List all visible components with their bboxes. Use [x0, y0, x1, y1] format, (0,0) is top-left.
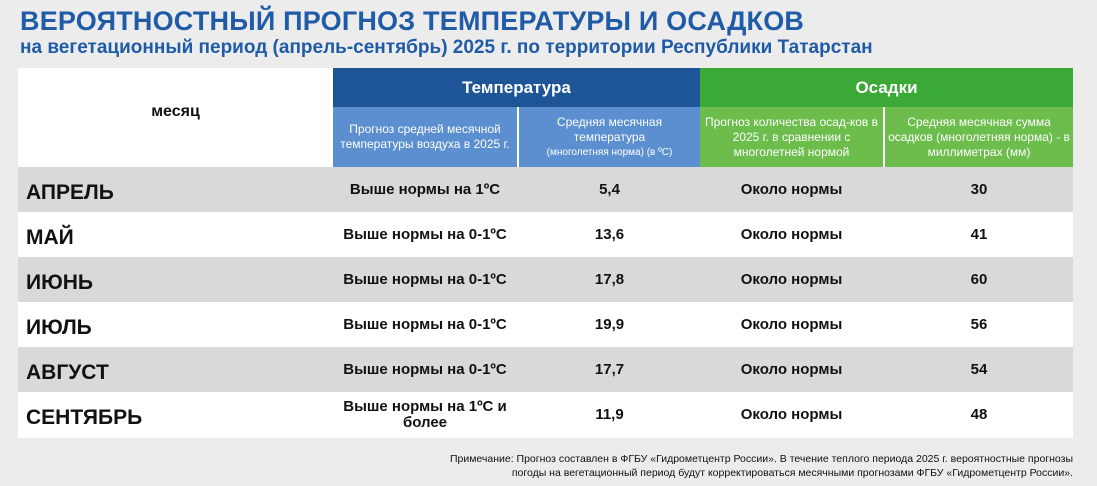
cell-temp-norm: 19,9	[594, 315, 625, 333]
temperature-header: Температура	[333, 68, 700, 107]
cell-precip-forecast: Около нормы	[740, 360, 843, 378]
cell-temp-norm: 11,9	[595, 405, 624, 423]
cell-precip-forecast: Около нормы	[740, 270, 843, 288]
cell-temp-norm: 5,4	[599, 180, 620, 198]
table-row: ИЮНЬ Выше нормы на 0-1ºС 17,8 Около нормы 60	[18, 257, 1073, 302]
cell-temp-norm: 17,8	[594, 270, 625, 288]
precipitation-header: Осадки	[700, 68, 1073, 107]
cell-temp-forecast: Выше нормы на 1ºС и более	[343, 397, 507, 431]
page-title: ВЕРОЯТНОСТНЫЙ ПРОГНОЗ ТЕМПЕРАТУРЫ И ОСАД…	[20, 6, 805, 36]
month-header: месяц	[151, 102, 200, 120]
cell-month: ИЮЛЬ	[26, 315, 92, 339]
precip-forecast-header: Прогноз количества осад-ков в 2025 г. в …	[700, 107, 883, 167]
cell-precip-forecast: Около нормы	[740, 315, 843, 333]
temp-norm-header-small: (многолетняя норма) (в ºС)	[546, 146, 673, 158]
table-row: ИЮЛЬ Выше нормы на 0-1ºС 19,9 Около нормы 56	[18, 302, 1073, 347]
temp-norm-header: Средняя месячная температура (многолетняя…	[519, 107, 700, 167]
cell-month: ИЮНЬ	[26, 270, 94, 294]
cell-temp-forecast: Выше нормы на 0-1ºС	[343, 225, 507, 243]
footnote-line-2: погоды на вегетационный период будут кор…	[511, 467, 1073, 479]
cell-temp-forecast: Выше нормы на 1ºС	[349, 180, 501, 198]
cell-precip-forecast: Около нормы	[740, 180, 843, 198]
precip-norm-header: Средняя месячная сумма осадков (многолет…	[885, 107, 1073, 167]
cell-precip-norm: 41	[970, 225, 988, 243]
forecast-table: месяц Температура Осадки Прогноз средней…	[18, 68, 1073, 438]
cell-temp-norm: 13,6	[594, 225, 625, 243]
temp-norm-header-text: Средняя месячная температура	[556, 114, 663, 144]
cell-month: АПРЕЛЬ	[26, 180, 114, 204]
table-row: АПРЕЛЬ Выше нормы на 1ºС 5,4 Около нормы 30	[18, 167, 1073, 212]
cell-temp-forecast: Выше нормы на 0-1ºС	[343, 270, 507, 288]
cell-temp-forecast: Выше нормы на 0-1ºС	[343, 360, 507, 378]
cell-precip-forecast: Около нормы	[740, 405, 843, 423]
temp-forecast-header: Прогноз средней месячной температуры воз…	[333, 107, 517, 167]
cell-temp-forecast: Выше нормы на 0-1ºС	[343, 315, 507, 333]
table-row: АВГУСТ Выше нормы на 0-1ºС 17,7 Около нормы…	[18, 347, 1073, 392]
cell-precip-norm: 56	[970, 315, 988, 333]
cell-precip-norm: 30	[970, 180, 988, 198]
cell-temp-norm: 17,7	[594, 360, 625, 378]
page-subtitle: на вегетационный период (апрель-сентябрь…	[20, 37, 873, 58]
footnote: Примечание: Прогноз составлен в ФГБУ «Ги…	[450, 452, 1073, 480]
table-row: МАЙ Выше нормы на 0-1ºС 13,6 Около нормы 41	[18, 212, 1073, 257]
footnote-line-1: Примечание: Прогноз составлен в ФГБУ «Ги…	[449, 453, 1073, 465]
cell-precip-norm: 48	[970, 405, 988, 423]
cell-month: МАЙ	[26, 225, 74, 249]
cell-precip-norm: 54	[970, 360, 988, 378]
cell-precip-norm: 60	[970, 270, 988, 288]
cell-month: АВГУСТ	[26, 360, 109, 384]
table-row: СЕНТЯБРЬ Выше нормы на 1ºС и более 11,9 Око…	[18, 392, 1073, 437]
cell-precip-forecast: Около нормы	[740, 225, 843, 243]
cell-month: СЕНТЯБРЬ	[26, 405, 143, 429]
